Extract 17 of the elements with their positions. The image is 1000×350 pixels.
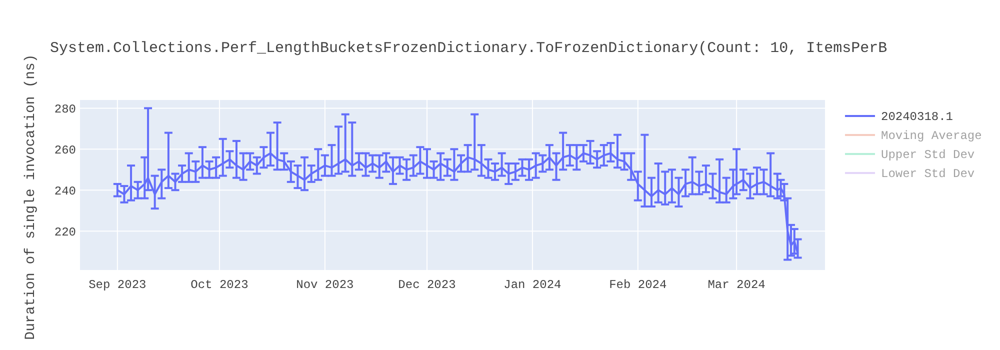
legend-label: Upper Std Dev [881, 148, 975, 162]
y-tick-label: 280 [54, 102, 76, 116]
y-tick-label: 220 [54, 225, 76, 240]
legend-label: 20240318.1 [881, 110, 954, 124]
x-tick-label: Oct 2023 [190, 278, 248, 292]
y-tick-label: 240 [54, 184, 76, 198]
legend-label: Moving Average [881, 129, 982, 144]
x-tick-label: Feb 2024 [609, 278, 667, 292]
x-tick-label: Dec 2023 [398, 278, 456, 292]
chart-title: System.Collections.Perf_LengthBucketsFrozenDictionary.ToFrozenDictionary(Count: 10, ItemsPerB [50, 40, 888, 57]
x-tick-label: Mar 2024 [708, 278, 766, 292]
x-tick-label: Nov 2023 [296, 278, 354, 292]
y-axis-title: Duration of single invocation (ns) [23, 54, 39, 340]
y-tick-label: 260 [54, 143, 76, 158]
x-tick-label: Jan 2024 [504, 278, 562, 292]
legend-label: Lower Std Dev [881, 167, 975, 182]
x-tick-label: Sep 2023 [88, 278, 146, 292]
